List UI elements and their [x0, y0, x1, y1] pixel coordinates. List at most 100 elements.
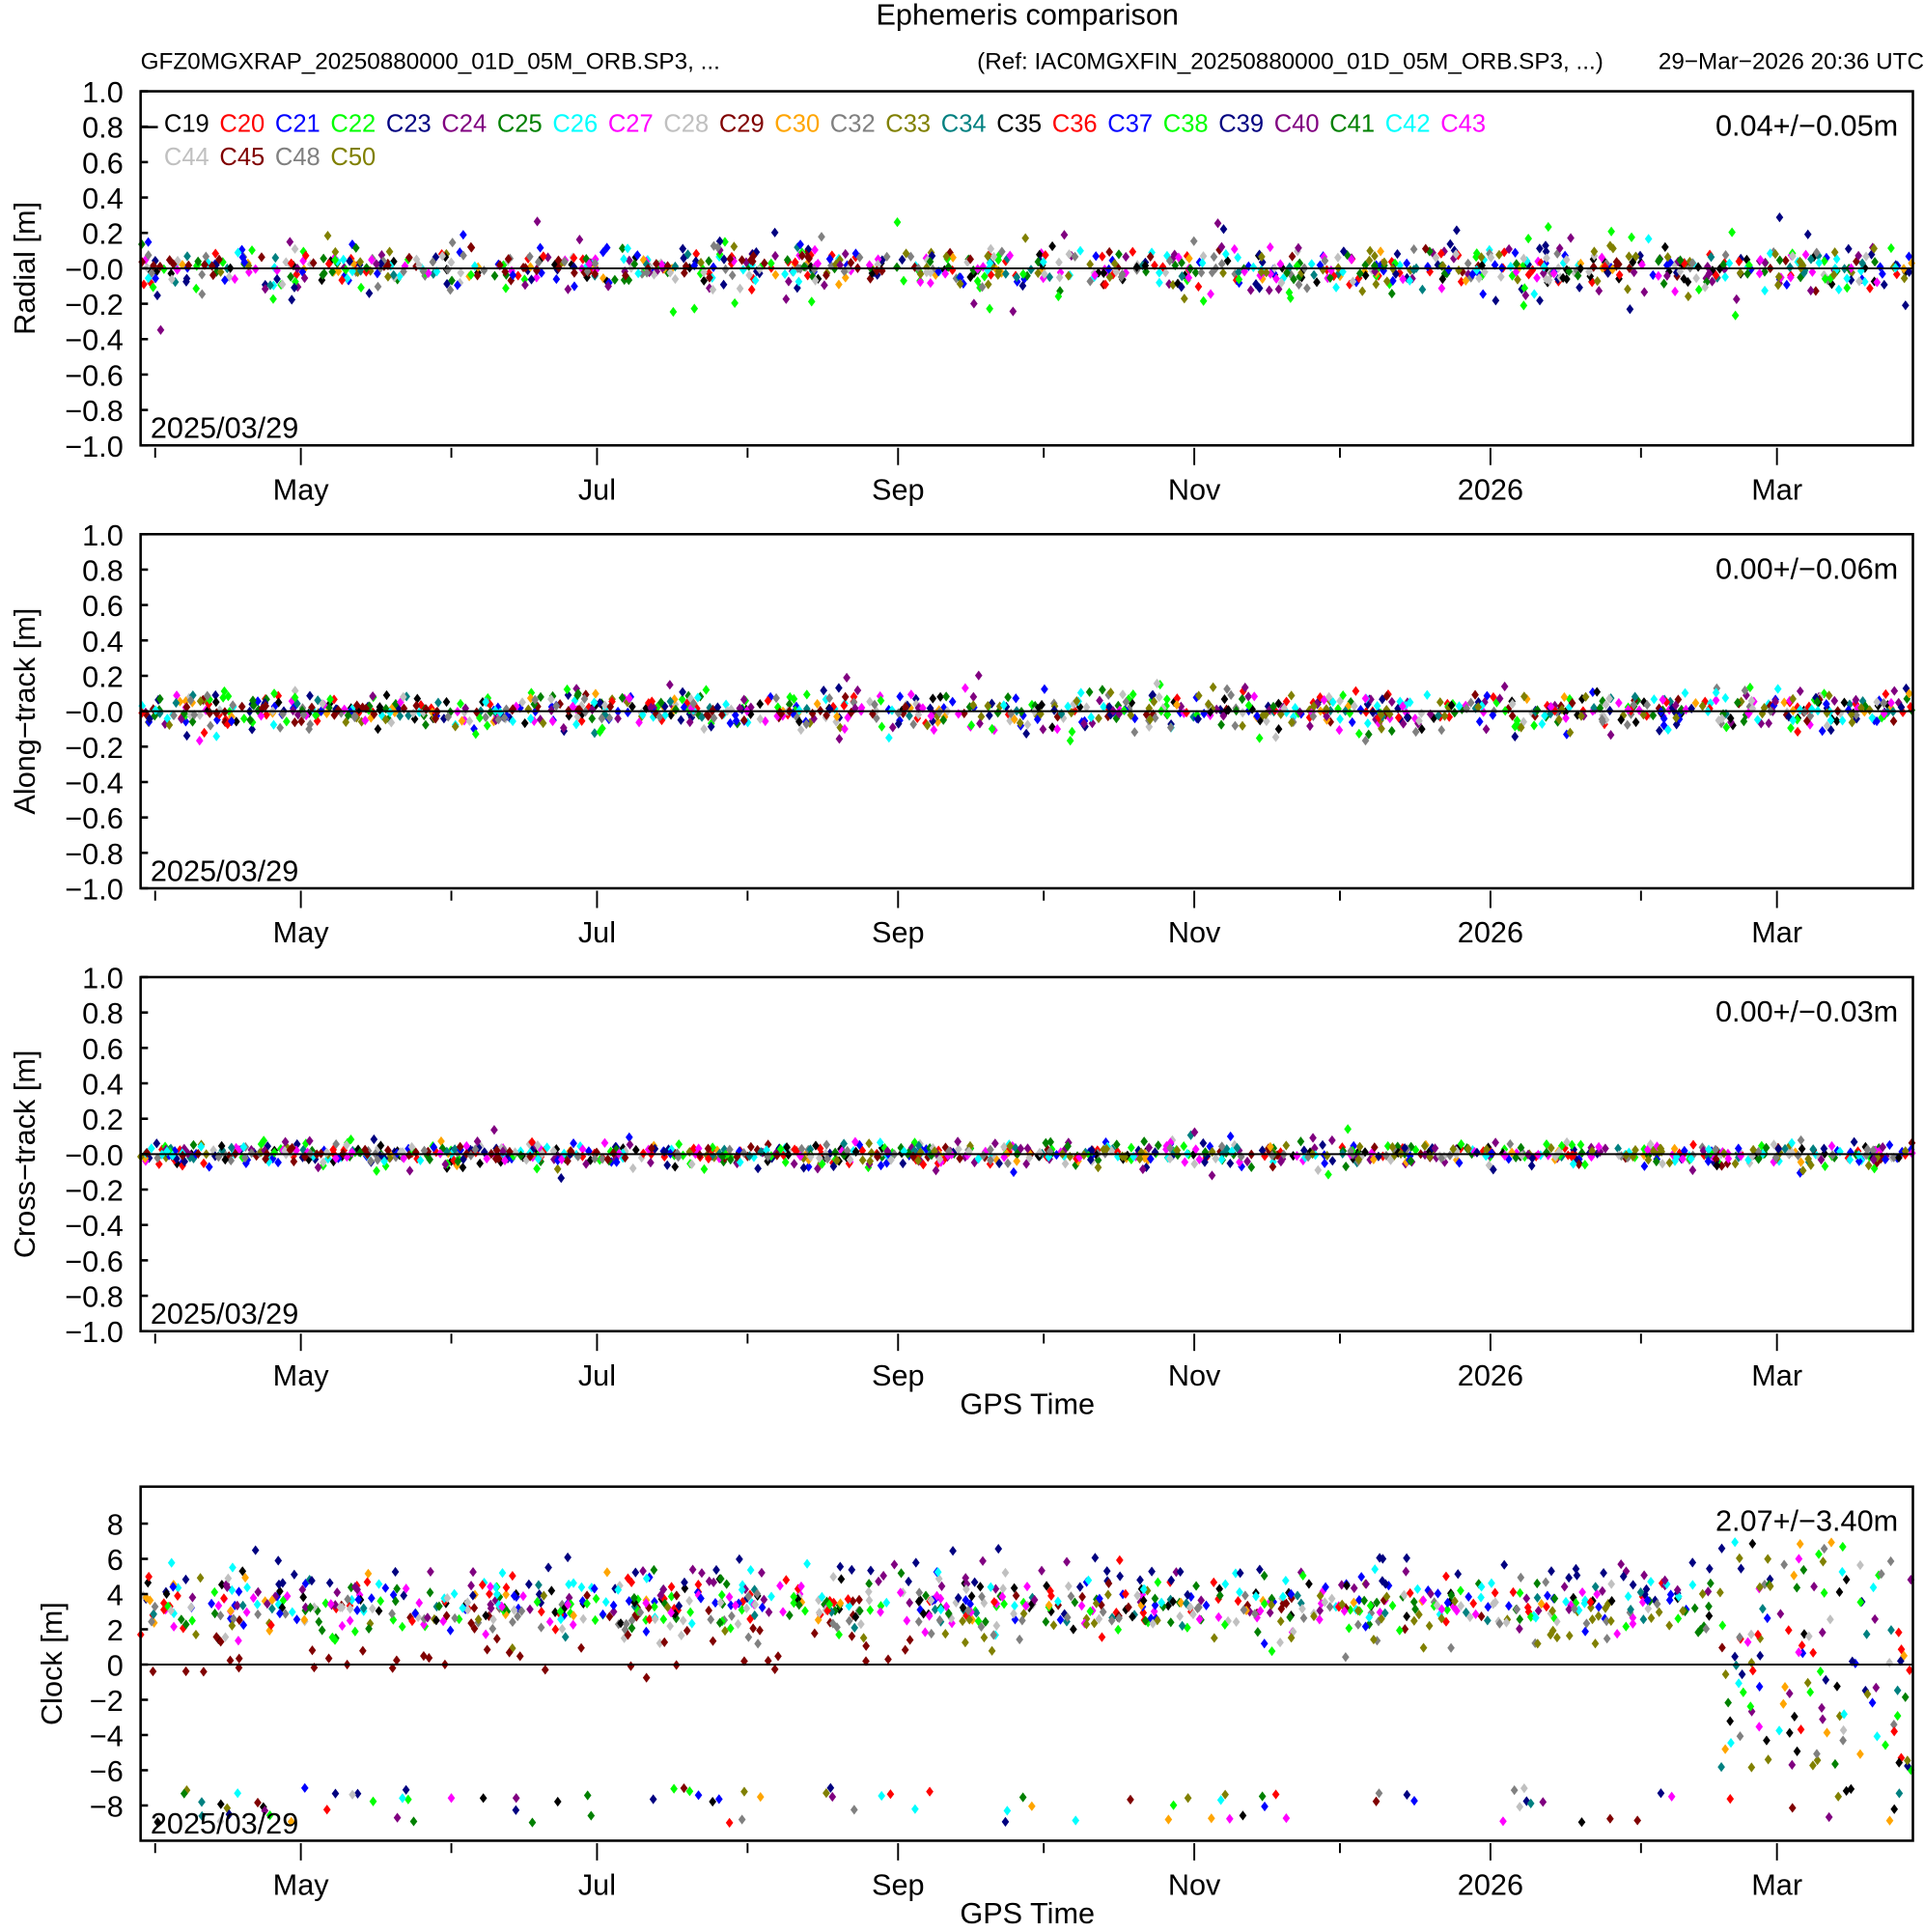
- data-point: [841, 691, 850, 702]
- data-point: [1873, 697, 1882, 708]
- data-point: [398, 1621, 406, 1632]
- data-point: [857, 1619, 865, 1630]
- data-point: [1457, 276, 1465, 287]
- data-point: [1426, 266, 1434, 277]
- data-point: [840, 1138, 848, 1149]
- data-point: [1542, 1577, 1550, 1587]
- data-point: [1520, 253, 1528, 264]
- data-point: [1313, 277, 1321, 288]
- data-point: [1721, 692, 1730, 703]
- data-point: [305, 1135, 314, 1146]
- data-point: [1354, 728, 1363, 740]
- data-point: [1195, 1154, 1204, 1165]
- data-point: [535, 1580, 543, 1590]
- data-point: [456, 277, 464, 289]
- data-point: [1387, 696, 1396, 708]
- data-point: [510, 1605, 518, 1615]
- data-point: [1533, 705, 1542, 715]
- subtitle-date: 29−Mar−2026 20:36 UTC: [1659, 49, 1924, 75]
- data-point: [753, 1144, 762, 1155]
- data-point: [369, 1796, 377, 1806]
- y-tick-label: 0.8: [82, 112, 124, 145]
- data-point: [747, 1141, 755, 1152]
- data-point: [1403, 1611, 1410, 1622]
- data-point: [906, 1597, 914, 1609]
- data-point: [725, 1817, 734, 1829]
- y-tick-label: 0.6: [82, 590, 124, 623]
- data-point: [1598, 714, 1606, 725]
- data-point: [1663, 252, 1672, 263]
- data-point: [890, 1559, 899, 1570]
- data-point: [835, 1629, 843, 1640]
- data-point: [1603, 1634, 1611, 1644]
- data-point: [1646, 1139, 1655, 1150]
- data-point: [330, 694, 338, 705]
- data-point: [293, 269, 301, 280]
- data-point: [1337, 1580, 1346, 1590]
- data-point: [1154, 1577, 1162, 1587]
- data-point: [1593, 1589, 1602, 1600]
- data-point: [1855, 276, 1863, 287]
- data-point: [1145, 721, 1154, 732]
- data-point: [770, 227, 779, 238]
- data-point: [1880, 279, 1888, 290]
- data-point: [200, 727, 209, 738]
- data-point: [698, 1568, 706, 1579]
- data-point: [536, 242, 544, 253]
- data-point: [1006, 1140, 1015, 1152]
- subtitle-reference: (Ref: IAC0MGXFIN_20250880000_01D_05M_ORB…: [977, 49, 1603, 75]
- legend-entry-C30: C30: [774, 111, 820, 138]
- data-point: [927, 267, 934, 278]
- data-point: [1003, 253, 1012, 264]
- legend-entry-C29: C29: [719, 111, 765, 138]
- data-point: [1373, 700, 1381, 712]
- data-point: [386, 707, 394, 717]
- data-point: [1198, 258, 1207, 268]
- data-point: [1889, 1719, 1898, 1730]
- data-point: [1655, 270, 1662, 281]
- data-point: [235, 1653, 243, 1664]
- data-point: [1550, 1593, 1559, 1604]
- data-point: [833, 711, 841, 722]
- data-point: [1145, 1142, 1154, 1153]
- data-point: [927, 1628, 935, 1639]
- data-point: [282, 716, 291, 727]
- data-point: [935, 1154, 944, 1164]
- data-point: [709, 284, 717, 295]
- data-point: [1210, 251, 1218, 263]
- data-point: [1170, 697, 1179, 708]
- data-point: [807, 296, 816, 307]
- data-point: [374, 281, 382, 292]
- data-point: [1771, 696, 1779, 707]
- data-point: [381, 1582, 390, 1593]
- data-point: [855, 1606, 864, 1616]
- data-point: [333, 1587, 342, 1598]
- data-point: [1631, 716, 1640, 728]
- data-point: [1180, 1140, 1188, 1152]
- data-point: [688, 1564, 697, 1575]
- data-point: [930, 724, 938, 736]
- y-tick-label: −0.8: [65, 395, 124, 428]
- data-point: [1432, 252, 1440, 263]
- data-point: [1788, 1137, 1796, 1148]
- data-point: [796, 724, 805, 736]
- data-point: [770, 1664, 779, 1675]
- data-point: [292, 276, 299, 287]
- data-point: [712, 1564, 720, 1576]
- data-point: [1542, 246, 1550, 257]
- data-point: [1512, 266, 1520, 277]
- data-point: [1689, 1139, 1697, 1150]
- data-point: [1747, 1657, 1756, 1668]
- data-point: [1021, 233, 1030, 243]
- data-point: [469, 1566, 477, 1578]
- data-point: [1072, 1815, 1080, 1826]
- data-point: [1169, 279, 1177, 291]
- data-point: [1728, 227, 1736, 238]
- data-point: [802, 704, 811, 714]
- data-point: [1127, 1794, 1134, 1805]
- data-point: [1771, 1152, 1780, 1163]
- data-point: [1543, 253, 1550, 264]
- data-point: [1761, 285, 1769, 296]
- data-point: [1797, 1724, 1805, 1735]
- data-point: [1644, 1604, 1653, 1614]
